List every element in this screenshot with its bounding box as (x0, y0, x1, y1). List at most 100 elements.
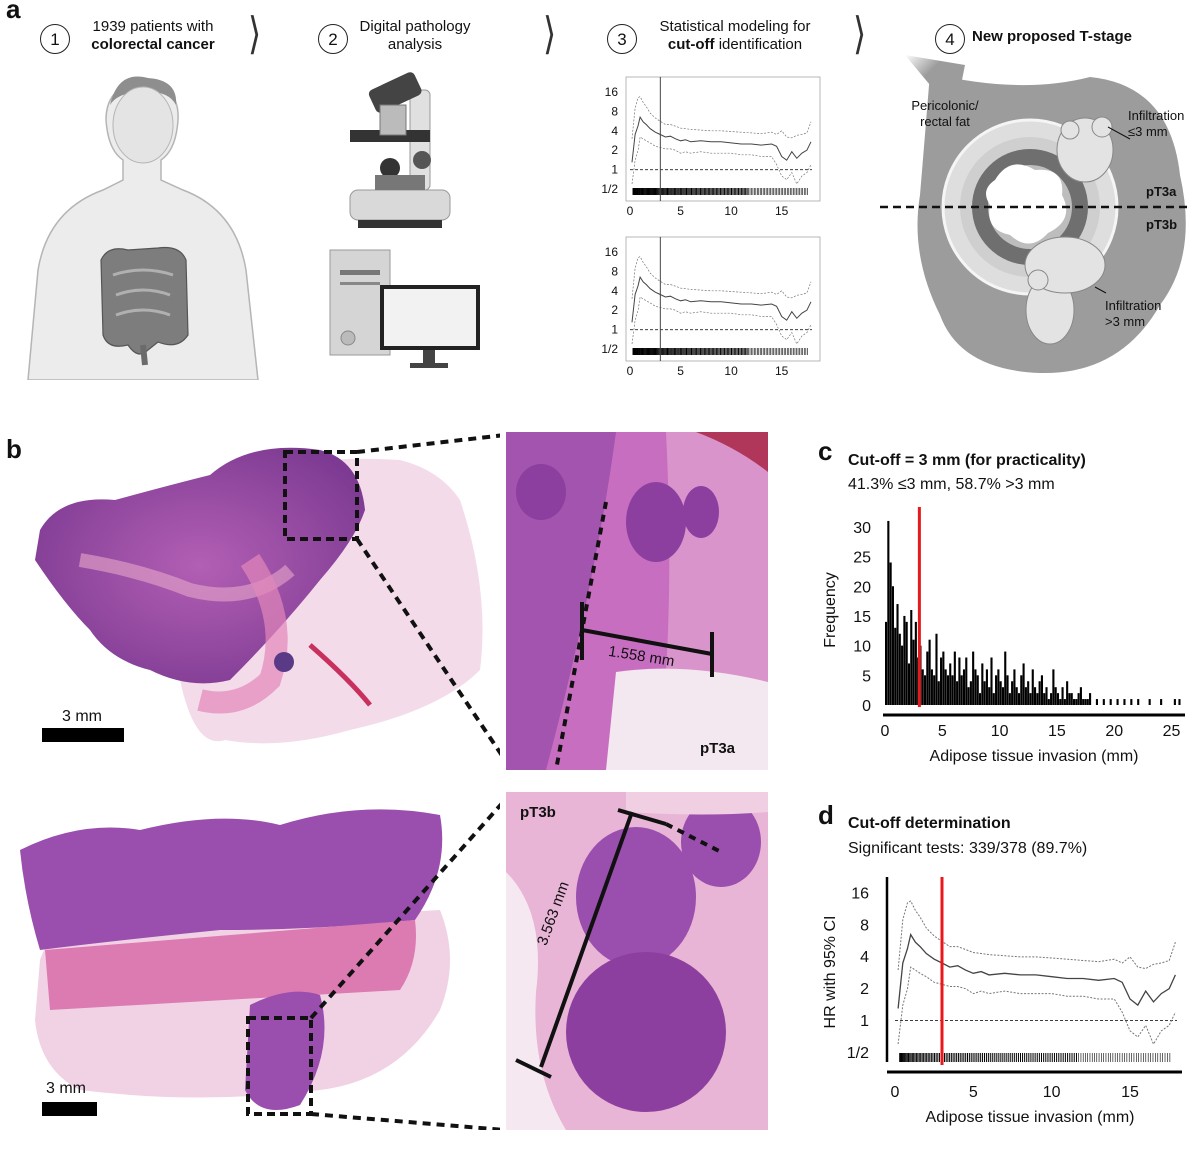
histogram-bar (988, 687, 991, 705)
y-tick-label: 10 (853, 639, 871, 656)
hr-ci-line (631, 296, 812, 345)
histogram-bar (937, 681, 940, 705)
histogram-bar (1059, 699, 1062, 705)
histogram-bar (1148, 699, 1151, 705)
histogram-bar (944, 669, 947, 705)
x-tick-label: 10 (724, 204, 738, 218)
histogram-bar (1072, 699, 1076, 705)
histogram-bar (1130, 699, 1133, 705)
histogram-bar (935, 633, 938, 705)
histogram-bar (1001, 687, 1005, 705)
histogram-bar (905, 621, 908, 705)
y-tick-label: 16 (851, 885, 869, 902)
panel-c-subtitle: 41.3% ≤3 mm, 58.7% >3 mm (848, 476, 1055, 493)
histogram-bar (990, 657, 993, 705)
histogram-bar (1173, 699, 1176, 705)
step-4-caption: New proposed T-stage (972, 28, 1133, 45)
x-tick-label: 10 (724, 364, 738, 378)
histogram-bar (969, 681, 972, 705)
y-tick-label: 20 (853, 579, 871, 596)
histogram-bar (940, 657, 943, 705)
histogram-bar (901, 645, 904, 705)
histogram-chart: 0 5 10 15 20 25 0 5 10 15 20 25 30 Adipose tissue inv… (822, 507, 1185, 765)
histogram-bar (896, 604, 899, 705)
chevron-icon-1: ⟩ (248, 9, 262, 59)
step-3-line2-rest: identification (714, 36, 803, 53)
histogram-bar (1004, 651, 1007, 705)
histogram-bar (1015, 687, 1018, 705)
hr-chart: 16 8 4 2 1 1/2 0 5 10 15 Adipose tissue invasion (… (822, 877, 1182, 1126)
histogram-bar (974, 669, 977, 705)
histogram-bar (1089, 693, 1092, 705)
chevron-icon-2: ⟩ (543, 9, 557, 59)
histogram-bar (1043, 693, 1046, 705)
histogram-bar (914, 621, 917, 705)
pt3b-zoom-label: pT3b (520, 804, 556, 821)
hr-ci-line (897, 966, 1176, 1046)
histogram-bar (976, 675, 979, 705)
panel-letter-c: c (818, 436, 833, 466)
histogram-bar (1054, 687, 1057, 705)
x-tick-label: 5 (969, 1084, 978, 1101)
y-tick-label: 8 (611, 264, 618, 278)
histology-section-bottom (20, 802, 500, 1130)
histogram-bar (1123, 699, 1126, 705)
histogram-bar (1116, 699, 1119, 705)
y-tick-label: 4 (611, 284, 618, 298)
y-tick-label: 4 (860, 949, 869, 966)
x-tick-label: 15 (775, 204, 789, 218)
y-tick-label: 5 (862, 668, 871, 685)
histogram-bar (1075, 699, 1078, 705)
histogram-bar (1056, 693, 1060, 705)
histogram-bar (898, 633, 901, 705)
histogram-bar (1047, 699, 1050, 705)
histogram-bar (933, 675, 936, 705)
y-tick-label: 1/2 (601, 342, 618, 356)
y-tick-label: 16 (605, 245, 619, 259)
x-tick-label: 5 (938, 723, 947, 740)
panel-letter-b: b (6, 434, 22, 464)
panel-c-title: Cut-off = 3 mm (for practicality) (848, 452, 1086, 469)
step-3-number: 3 (607, 24, 637, 54)
y-tick-label: 1 (611, 323, 618, 337)
plot-frame (625, 236, 821, 362)
histogram-bar (1034, 687, 1037, 705)
x-tick-label: 0 (881, 723, 890, 740)
histogram-bar (923, 675, 927, 705)
y-tick-label: 30 (853, 520, 871, 537)
hr-ci-line (631, 136, 812, 185)
histogram-bar (942, 651, 945, 705)
pt3b-label: pT3b (1146, 217, 1178, 232)
x-tick-label: 0 (627, 204, 634, 218)
histogram-bar (926, 651, 929, 705)
y-tick-label: 1/2 (601, 182, 618, 196)
y-axis-label: Frequency (822, 572, 839, 648)
chevron-icon-3: ⟩ (853, 9, 867, 59)
histogram-bar (985, 669, 988, 705)
step-3-line1: Statistical modeling for (659, 18, 811, 35)
histogram-bar (997, 669, 1000, 705)
histogram-bar (1038, 681, 1041, 705)
histogram-bar (1052, 669, 1055, 705)
x-tick-label: 0 (891, 1084, 900, 1101)
y-tick-label: 2 (611, 303, 618, 317)
histogram-bar (1102, 699, 1105, 705)
histogram-bar (1086, 699, 1089, 705)
pt3a-label: pT3a (1146, 184, 1177, 199)
step-3-line2-bold: cut-off (667, 36, 715, 53)
hr-estimate-line (631, 115, 812, 163)
x-tick-label: 0 (627, 364, 634, 378)
y-tick-label: 8 (860, 917, 869, 934)
x-tick-label: 15 (1121, 1084, 1139, 1101)
x-axis-label: Adipose tissue invasion (mm) (930, 748, 1139, 765)
mini-hr-charts: 16 8 4 2 1 1/2 0 5 10 15 16 8 4 2 1 1/2 0 5 10 15 (601, 76, 821, 378)
step-1-number: 1 (40, 24, 70, 54)
y-tick-label: 4 (611, 124, 618, 138)
scale-label-top: 3 mm (62, 708, 102, 725)
histogram-bar (951, 675, 954, 705)
histogram-bar (981, 663, 984, 705)
histogram-bar (1024, 687, 1027, 705)
histogram-bar (958, 657, 961, 705)
y-tick-label: 1/2 (847, 1045, 869, 1062)
histogram-bar (962, 669, 966, 705)
